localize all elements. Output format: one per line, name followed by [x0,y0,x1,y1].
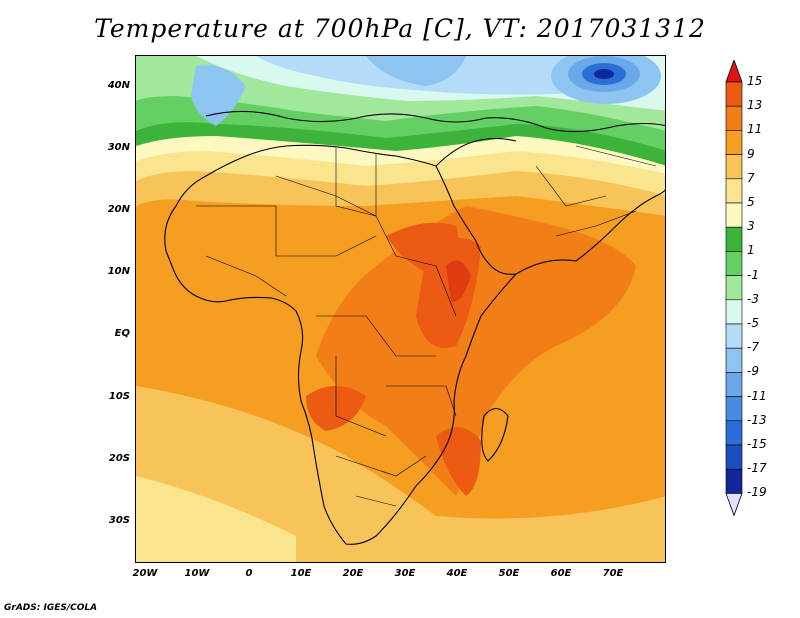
colorbar-label: 9 [747,146,755,161]
lat-label-10n: 10N [107,266,130,277]
colorbar-swatch [725,178,743,204]
arabian-coast [515,189,665,275]
colorbar-bottom-arrow [725,493,743,517]
colorbar-top-arrow [725,60,743,83]
colorbar-label: -3 [747,291,759,306]
colorbar-label: -1 [747,267,759,282]
colorbar-label: -9 [747,364,759,379]
colorbar-swatch [725,323,743,349]
lat-label-40n: 40N [107,80,130,91]
lon-label-10w: 10W [184,568,210,579]
colorbar-label: 11 [747,122,763,137]
colorbar-label: -17 [747,461,767,476]
colorbar-swatch [725,105,743,131]
temp-7-9-south [136,386,665,562]
colorbar-label: -13 [747,412,767,427]
map-title: Temperature at 700hPa [C], VT: 201703131… [94,14,706,43]
mediterranean-coast [205,110,665,133]
temperature-map [135,55,666,563]
cold-pool-west [191,65,246,126]
lon-label-20w: 20W [132,568,158,579]
colorbar-label: 15 [747,74,763,88]
lon-label-50e: 50E [498,568,520,579]
colorbar-label: 1 [747,243,755,258]
red-sea-coast [435,137,517,167]
madagascar-coast [481,407,509,462]
colorbar-label: 5 [747,195,755,209]
colorbar-swatch [725,81,743,107]
temp-5-7-south [136,476,296,562]
colorbar-label: 3 [747,219,755,234]
colorbar-swatch [725,396,743,422]
africa-coast [164,144,518,545]
lat-label-20n: 20N [107,204,130,215]
colorbar-swatch [725,468,743,494]
colorbar-swatch [725,226,743,252]
lon-label-70e: 70E [602,568,624,579]
colorbar-swatch [725,372,743,397]
country-borders [196,145,657,507]
colorbar-label: -19 [747,485,767,500]
colorbar-swatch [725,251,743,276]
colorbar-label: -11 [747,388,767,403]
lon-label-40e: 40E [446,568,468,579]
colorbar-swatch [725,444,743,470]
colorbar-swatch [725,202,743,228]
lat-label-10s: 10S [108,391,130,402]
grads-credit: GrADS: IGES/COLA [4,603,98,613]
lon-label-30e: 30E [394,568,416,579]
colorbar-swatch [725,154,743,180]
colorbar-swatch [725,299,743,325]
colorbar-swatch [725,130,743,155]
lon-label-0: 0 [245,568,253,579]
temp-11-13-region [316,206,636,496]
colorbar-label: 7 [747,170,755,185]
lon-label-10e: 10E [290,568,312,579]
temp-15-ethiopia-core [446,260,471,302]
colorbar-swatch [725,275,743,301]
lat-label-eq: EQ [114,328,130,339]
lat-label-30n: 30N [107,142,130,153]
cold-pool-central [366,56,466,86]
lon-label-20e: 20E [342,568,364,579]
colorbar-label: 13 [747,98,763,113]
colorbar [725,60,743,517]
lat-label-30s: 30S [108,515,130,526]
coastlines [164,110,665,545]
colorbar-label: -5 [747,316,759,330]
colorbar-swatch [725,420,743,446]
colorbar-label: -7 [747,340,759,355]
colorbar-label: -15 [747,437,767,451]
temperature-field [136,56,665,562]
colorbar-swatch [725,347,743,373]
lon-label-60e: 60E [550,568,572,579]
lat-label-20s: 20S [108,453,130,464]
